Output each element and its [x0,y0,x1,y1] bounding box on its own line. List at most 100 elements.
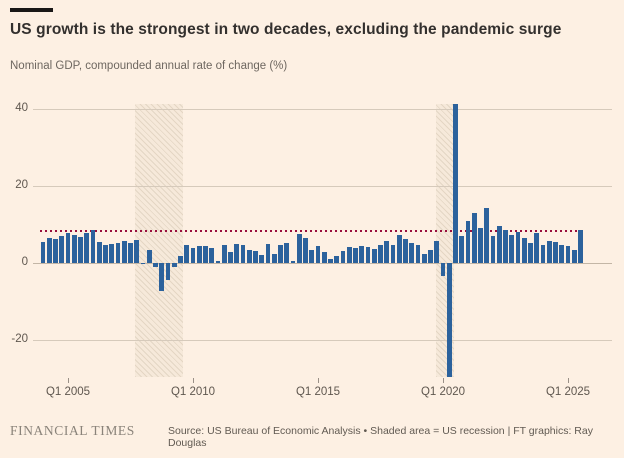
gdp-bar [96,242,102,264]
gdp-bar [440,263,446,277]
gdp-bar [128,243,133,264]
gdp-bar [446,263,452,377]
reference-dotted-line [40,230,583,233]
gdp-bar [578,230,583,264]
x-tick-label: Q1 2015 [295,386,341,398]
gdp-bar [184,244,190,264]
gdp-bar [65,232,71,264]
gridline--20 [33,340,612,342]
chart-footer: FINANCIAL TIMES Source: US Bureau of Eco… [0,421,624,449]
gdp-bar [434,241,440,264]
gridline-0 [33,263,612,265]
gdp-bar [484,208,490,264]
gdp-bar [196,245,202,264]
gdp-bar [315,246,321,264]
x-tick-label: Q1 2025 [545,386,591,398]
gdp-bar [409,243,415,264]
gdp-bar [290,260,296,264]
gdp-bar [303,238,308,264]
gdp-bar [396,235,402,264]
gdp-bar [146,249,152,264]
chart-plot-area [33,104,612,377]
gdp-bar [134,240,140,264]
gdp-bar [496,225,502,264]
gdp-bar [84,232,90,264]
gdp-bar [40,241,46,264]
gdp-bar [453,104,458,264]
gdp-bar [346,246,352,264]
gdp-bar [46,237,52,264]
gdp-bar [415,244,421,264]
chart-title: US growth is the strongest in two decade… [10,21,562,38]
gdp-bar [259,254,265,264]
x-tick [318,378,319,383]
x-tick [443,378,444,383]
gdp-bar [234,243,240,264]
gdp-bar [278,245,283,264]
gdp-bar [309,249,315,264]
x-tick-label: Q1 2005 [45,386,91,398]
gdp-bar [359,246,365,264]
y-tick-label: 40 [15,102,28,115]
gdp-bar [521,238,527,264]
gridline-20 [33,186,612,188]
gdp-bar [71,234,77,264]
gdp-bar [109,243,115,264]
gdp-bar [571,249,577,264]
gdp-bar [378,244,383,264]
gdp-bar [246,249,252,264]
gdp-bar [296,234,302,264]
y-tick-label: -20 [11,333,28,346]
gdp-bar [190,248,196,264]
gdp-bar [546,241,552,264]
gdp-bar [209,247,215,264]
gdp-bar [253,251,258,264]
gdp-bar [228,251,233,264]
y-tick-label: 0 [21,256,28,269]
gdp-bar [78,236,83,264]
gdp-bar [471,213,477,264]
gdp-bar [159,263,165,292]
gdp-bar [365,247,371,264]
gdp-bar [321,251,327,264]
gdp-bar [340,250,346,264]
gdp-bar [384,241,390,264]
gdp-bar [153,263,158,268]
gdp-bar [490,236,496,264]
x-tick-label: Q1 2010 [170,386,216,398]
gdp-bar [165,263,171,281]
gdp-bar [503,229,508,264]
gdp-bar [553,242,558,264]
y-tick-label: 20 [15,179,28,192]
gdp-bar [121,241,127,264]
ft-accent-bar [10,8,53,12]
chart-subtitle: Nominal GDP, compounded annual rate of c… [10,60,288,72]
gdp-bar [421,253,427,264]
gdp-bar [459,236,465,264]
gdp-bar [540,245,546,264]
gdp-bar [403,239,408,264]
gdp-bar [90,230,96,264]
gdp-bar [240,244,246,264]
gdp-bar [390,244,396,264]
gdp-bar [534,233,540,264]
gdp-bar [203,246,208,264]
gdp-bar [328,258,333,264]
gdp-bar [103,244,108,264]
gdp-bar [565,246,571,264]
gdp-bar [215,261,221,264]
gdp-bar [509,234,515,264]
gdp-bar [115,243,121,264]
gdp-bar [271,253,277,264]
x-tick [568,378,569,383]
gdp-bar [140,262,146,264]
gdp-bar [515,232,521,264]
gdp-bar [334,256,340,264]
ft-logo-text: FINANCIAL TIMES [10,423,135,438]
source-credit: Source: US Bureau of Economic Analysis •… [168,425,593,449]
gdp-bar [265,243,271,264]
gdp-bar [465,221,471,264]
gdp-bar [478,228,483,264]
gdp-bar [59,235,65,264]
